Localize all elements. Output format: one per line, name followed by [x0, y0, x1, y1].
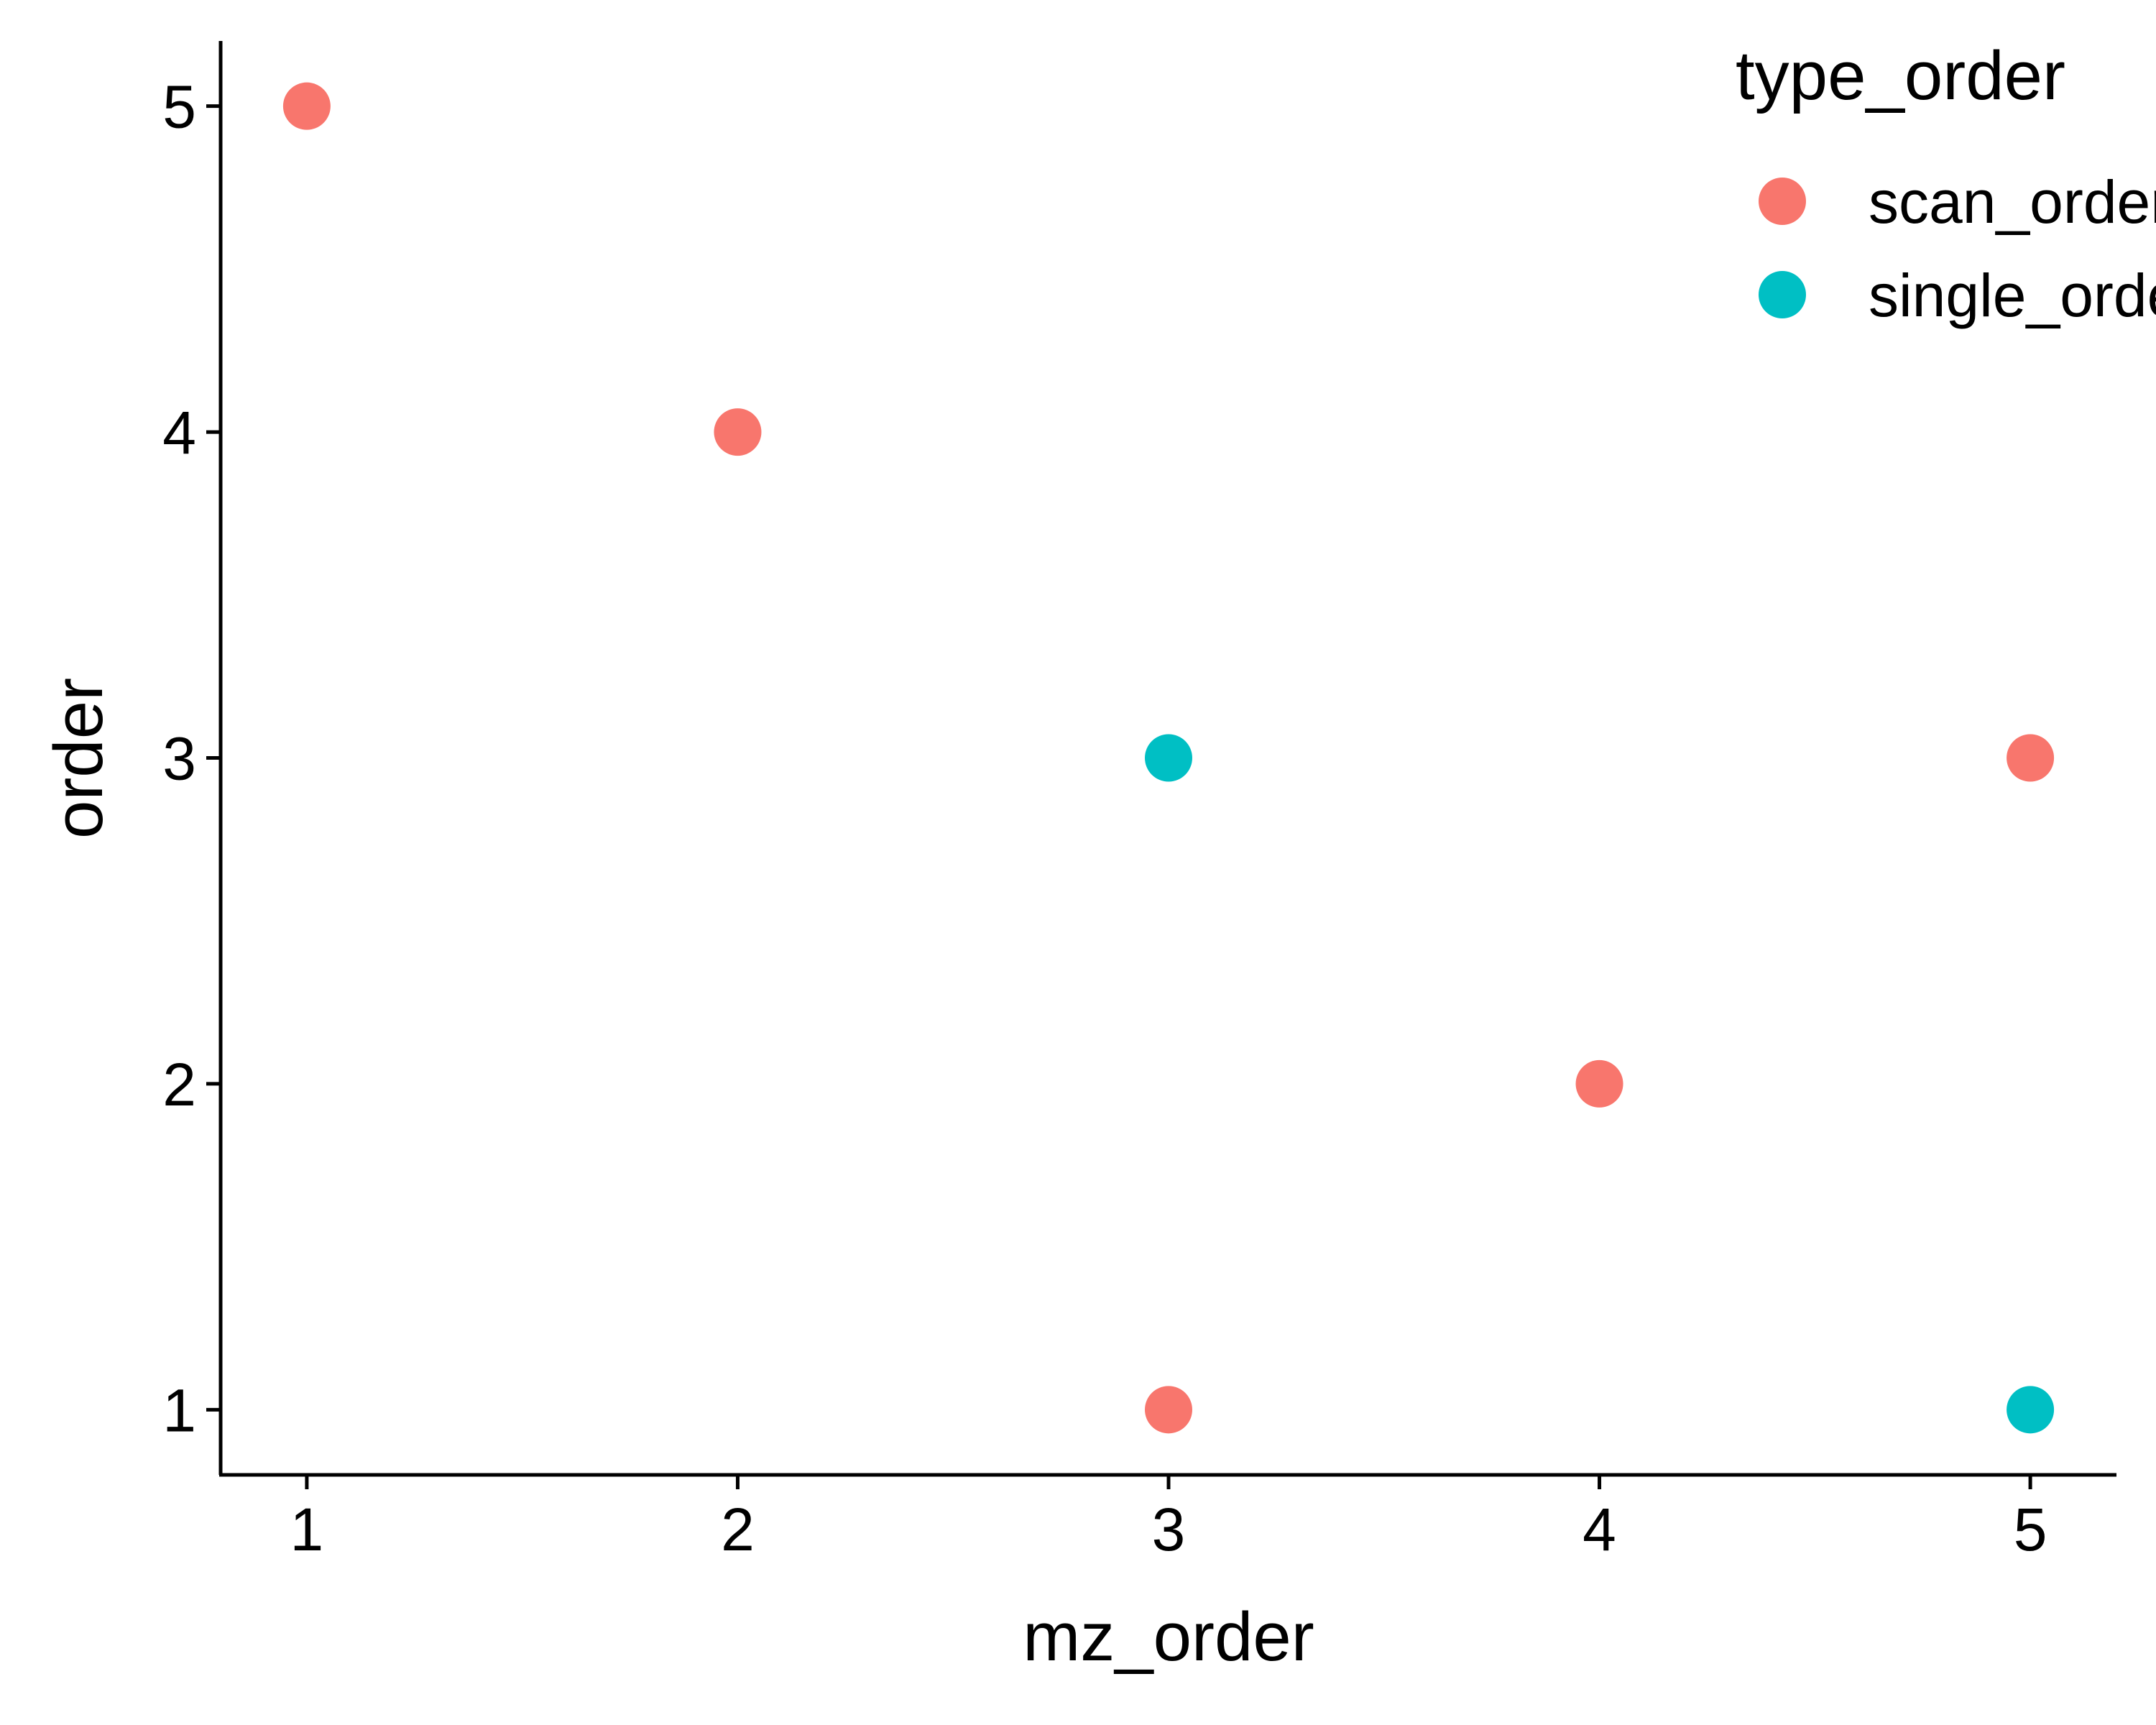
y-tick-label: 1 — [162, 1376, 196, 1444]
data-point-scan-order — [1575, 1059, 1623, 1108]
points-layer — [282, 82, 2055, 1434]
y-axis-label: order — [40, 678, 117, 839]
data-point-scan-order — [1145, 1386, 1192, 1434]
legend-entries: scan_order single_order — [1759, 168, 2156, 329]
x-axis-label: mz_order — [1023, 1598, 1314, 1675]
y-ticks: 1 2 3 4 5 — [162, 73, 221, 1444]
data-point-single-order — [1145, 734, 1192, 782]
y-tick-label: 2 — [162, 1051, 196, 1118]
y-tick-label: 4 — [162, 399, 196, 466]
x-tick-label: 3 — [1152, 1496, 1186, 1563]
legend-label: scan_order — [1869, 168, 2156, 236]
data-point-scan-order — [2007, 734, 2055, 782]
x-tick-label: 1 — [290, 1496, 324, 1563]
legend-key-scan-order — [1759, 178, 1806, 225]
y-tick-label: 5 — [162, 73, 196, 141]
legend-label: single_order — [1869, 262, 2156, 329]
legend-title: type_order — [1736, 37, 2065, 114]
x-tick-label: 4 — [1583, 1496, 1616, 1563]
x-tick-label: 2 — [721, 1496, 755, 1563]
x-ticks: 1 2 3 4 5 — [290, 1475, 2047, 1563]
legend-key-single-order — [1759, 271, 1806, 318]
y-tick-label: 3 — [162, 725, 196, 793]
legend: type_order scan_order single_order — [1736, 37, 2156, 329]
data-point-single-order — [2007, 1386, 2055, 1434]
data-point-scan-order — [714, 408, 762, 456]
data-point-scan-order — [282, 82, 331, 130]
x-tick-label: 5 — [2014, 1496, 2047, 1563]
